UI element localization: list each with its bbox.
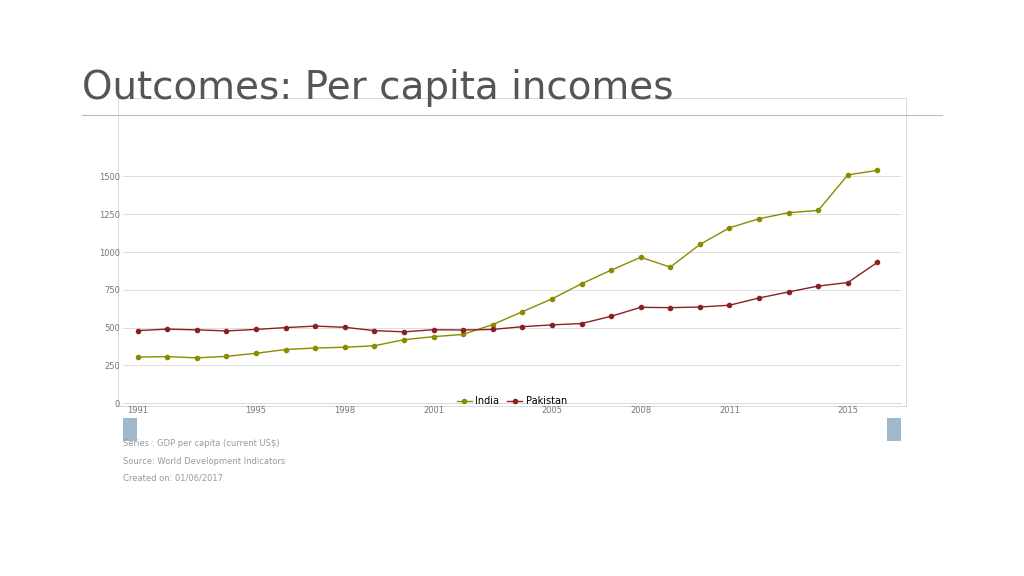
Legend: India, Pakistan: India, Pakistan [454, 392, 570, 410]
Bar [123, 418, 137, 441]
Text: Outcomes: Per capita incomes: Outcomes: Per capita incomes [82, 69, 674, 107]
Text: Source: World Development Indicators: Source: World Development Indicators [123, 457, 285, 465]
Text: Created on: 01/06/2017: Created on: 01/06/2017 [123, 474, 223, 483]
Text: Series : GDP per capita (current US$): Series : GDP per capita (current US$) [123, 439, 280, 448]
Bar [887, 418, 901, 441]
